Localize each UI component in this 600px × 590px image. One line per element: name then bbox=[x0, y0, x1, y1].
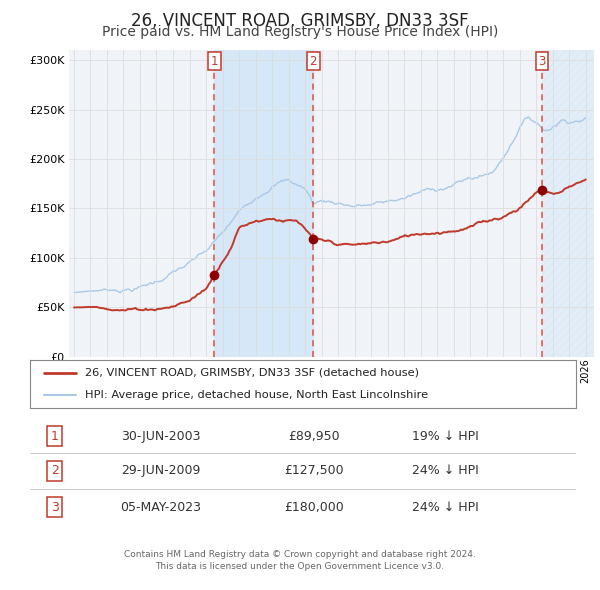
Text: 26, VINCENT ROAD, GRIMSBY, DN33 3SF: 26, VINCENT ROAD, GRIMSBY, DN33 3SF bbox=[131, 12, 469, 30]
Text: 29-JUN-2009: 29-JUN-2009 bbox=[121, 464, 201, 477]
Bar bbox=[214, 50, 313, 357]
Text: 1: 1 bbox=[50, 430, 59, 442]
Text: 24% ↓ HPI: 24% ↓ HPI bbox=[412, 501, 478, 514]
Text: £180,000: £180,000 bbox=[284, 501, 344, 514]
Text: 19% ↓ HPI: 19% ↓ HPI bbox=[412, 430, 478, 442]
Text: £127,500: £127,500 bbox=[284, 464, 344, 477]
Text: 24% ↓ HPI: 24% ↓ HPI bbox=[412, 464, 478, 477]
Text: 2: 2 bbox=[310, 55, 317, 68]
Text: 3: 3 bbox=[50, 501, 59, 514]
Bar bbox=[542, 50, 600, 357]
Text: Contains HM Land Registry data © Crown copyright and database right 2024.: Contains HM Land Registry data © Crown c… bbox=[124, 550, 476, 559]
Text: 1: 1 bbox=[211, 55, 218, 68]
Text: 3: 3 bbox=[538, 55, 545, 68]
Text: 2: 2 bbox=[50, 464, 59, 477]
Text: This data is licensed under the Open Government Licence v3.0.: This data is licensed under the Open Gov… bbox=[155, 562, 445, 571]
Text: 30-JUN-2003: 30-JUN-2003 bbox=[121, 430, 201, 442]
Text: 26, VINCENT ROAD, GRIMSBY, DN33 3SF (detached house): 26, VINCENT ROAD, GRIMSBY, DN33 3SF (det… bbox=[85, 368, 419, 378]
Text: Price paid vs. HM Land Registry's House Price Index (HPI): Price paid vs. HM Land Registry's House … bbox=[102, 25, 498, 40]
Text: £89,950: £89,950 bbox=[288, 430, 340, 442]
Text: HPI: Average price, detached house, North East Lincolnshire: HPI: Average price, detached house, Nort… bbox=[85, 390, 428, 400]
Text: 05-MAY-2023: 05-MAY-2023 bbox=[121, 501, 202, 514]
